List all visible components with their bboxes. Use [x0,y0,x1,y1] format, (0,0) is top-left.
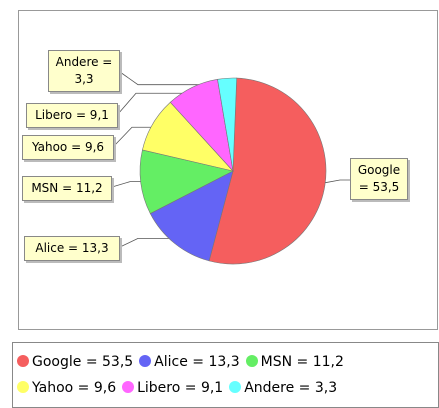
pie-slice [208,77,327,265]
plot-area [18,10,438,330]
legend-item: Alice = 13,3 [139,349,240,375]
legend-label: MSN = 11,2 [260,354,344,370]
legend-item: Andere = 3,3 [229,375,337,401]
leader-line [318,179,350,185]
legend-marker [122,381,135,393]
data-label: Yahoo = 9,6 [22,135,114,160]
data-label: Libero = 9,1 [26,103,118,128]
legend-label: Google = 53,5 [32,354,134,370]
legend-item: MSN = 11,2 [245,349,344,375]
data-label: MSN = 11,2 [22,176,112,201]
legend-marker [139,355,152,367]
pie-slice [217,77,238,172]
legend-item: Libero = 9,1 [122,375,223,401]
data-label: Google = 53,5 [350,158,408,200]
pie-slice [149,170,234,262]
data-label: Andere = 3,3 [48,50,120,92]
legend-marker [245,355,258,367]
leader-line [119,237,179,248]
legend-marker [229,381,242,393]
leader-line [117,92,196,115]
legend-item: Yahoo = 9,6 [17,375,116,401]
leader-lines [111,71,350,248]
legend-marker [17,381,29,393]
legend-label: Yahoo = 9,6 [32,380,117,396]
legend-item: Google = 53,5 [17,349,133,375]
data-label: Alice = 13,3 [24,236,120,261]
legend-label: Libero = 9,1 [137,380,224,396]
chart [111,71,350,265]
leader-line [113,126,159,147]
legend-marker [17,355,29,367]
legend-label: Alice = 13,3 [154,354,240,370]
legend-label: Andere = 3,3 [244,380,338,396]
legend: Google = 53,5 Alice = 13,3 MSN = 11,2 Yahoo… [12,342,439,408]
